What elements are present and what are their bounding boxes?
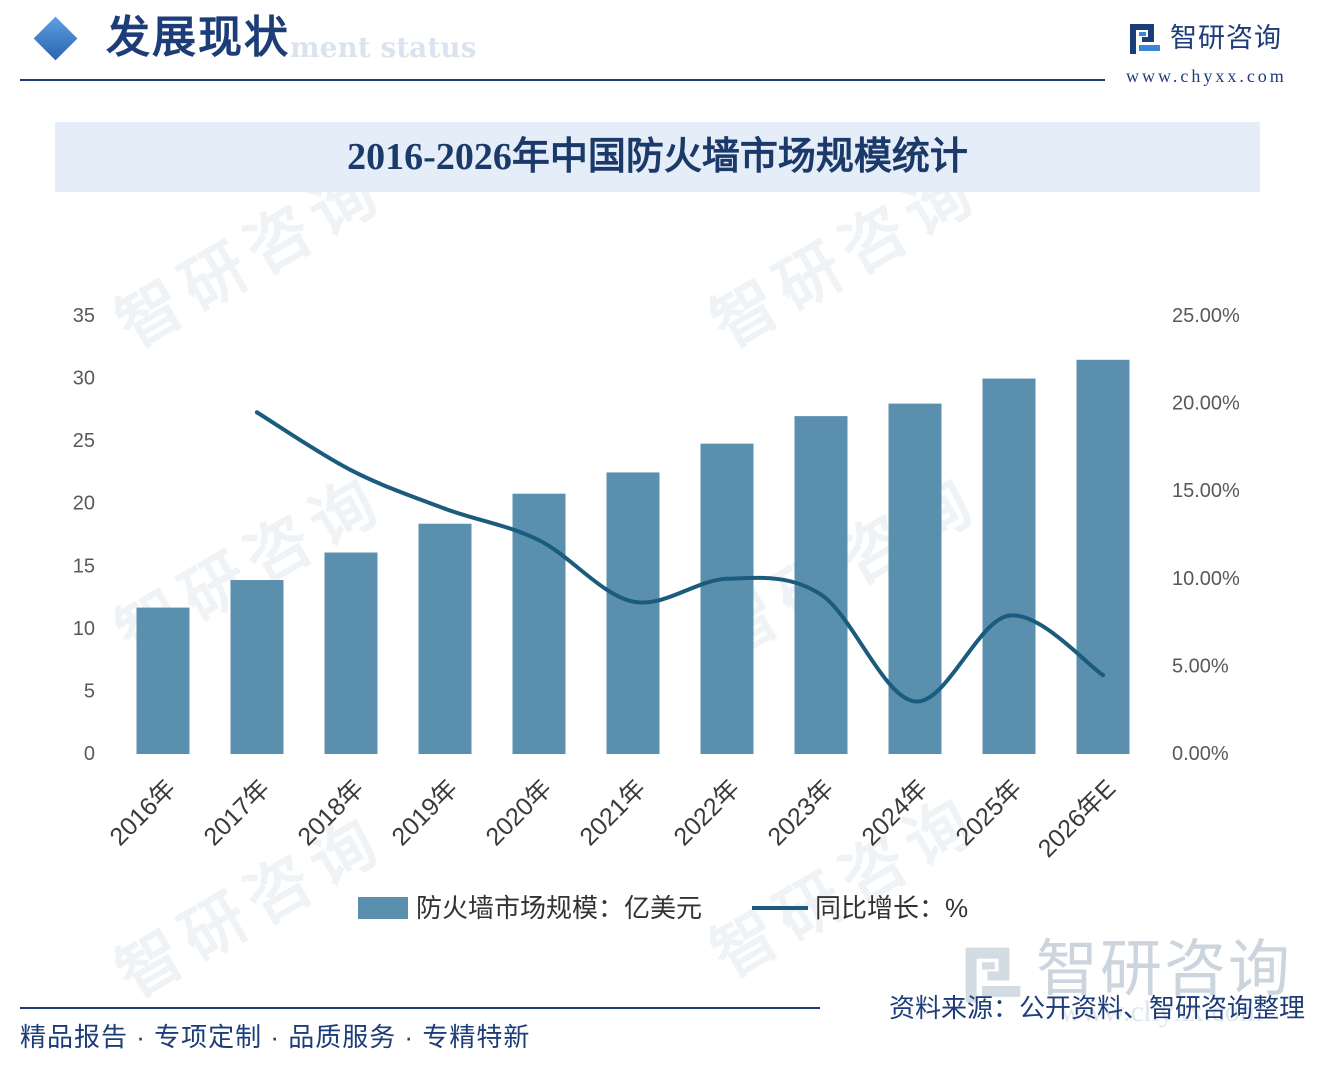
market-size-bar <box>606 472 660 754</box>
left-axis-tick-label: 30 <box>73 368 95 390</box>
legend-line-swatch <box>752 906 808 910</box>
brand-url: www.chyxx.com <box>1126 66 1287 86</box>
right-axis-tick-label: 15.00% <box>1172 480 1240 502</box>
footer-divider <box>20 1007 820 1009</box>
market-size-bar <box>324 552 378 754</box>
left-axis-tick-label: 20 <box>73 493 95 515</box>
left-axis-tick-label: 0 <box>84 743 95 765</box>
market-size-bar <box>1076 359 1130 754</box>
watermark-url: www.chyxx.com <box>1060 995 1264 1028</box>
right-axis-tick-label: 10.00% <box>1172 568 1240 590</box>
growth-rate-point <box>255 410 259 415</box>
chart-title: 2016-2026年中国防火墙市场规模统计 <box>347 136 968 178</box>
chart-title-banner: 2016-2026年中国防火墙市场规模统计 <box>55 122 1260 192</box>
section-title: 发展现状 <box>106 13 290 62</box>
diamond-icon <box>33 16 78 61</box>
x-axis-category-label: 2026年E <box>1033 774 1122 863</box>
legend-bar-label: 防火墙市场规模：亿美元 <box>416 893 703 923</box>
growth-rate-point <box>913 699 917 704</box>
growth-rate-point <box>725 576 729 581</box>
data-source-note: 资料来源：公开资料、智研咨询整理 <box>888 993 1305 1023</box>
growth-rate-point <box>443 506 447 511</box>
market-size-bar <box>418 523 472 754</box>
left-axis-tick-label: 15 <box>73 555 95 577</box>
growth-rate-point <box>537 538 541 543</box>
left-axis-tick-label: 10 <box>73 618 95 640</box>
growth-rate-point <box>1007 613 1011 618</box>
left-axis-tick-label: 5 <box>84 680 95 702</box>
footer-slogan: 精品报告 · 专项定制 · 品质服务 · 专精特新 <box>20 1022 531 1052</box>
x-axis-category-label: 2022年 <box>668 774 745 851</box>
x-axis-category-label: 2016年 <box>104 774 181 851</box>
watermark-text: 智研咨询 <box>699 781 992 992</box>
x-axis-category-label: 2020年 <box>480 774 557 851</box>
market-size-bar <box>982 378 1036 754</box>
right-axis-tick-label: 25.00% <box>1172 305 1240 327</box>
section-subtitle: ment status <box>290 31 477 64</box>
left-axis-tick-label: 35 <box>73 305 95 327</box>
market-size-bar <box>888 403 942 754</box>
watermark-text: 智研咨询 <box>699 461 992 672</box>
watermark-text: 智研咨询 <box>104 461 397 672</box>
legend-line-label: 同比增长：% <box>815 893 969 923</box>
right-axis-tick-label: 5.00% <box>1172 655 1229 677</box>
growth-rate-line <box>255 410 1105 704</box>
watermark-brand: 智研咨询 <box>1036 935 1293 1004</box>
right-axis-tick-label: 0.00% <box>1172 743 1229 765</box>
left-axis-tick-label: 25 <box>73 430 95 452</box>
x-axis-category-label: 2019年 <box>386 774 463 851</box>
x-axis-category-label: 2021年 <box>574 774 651 851</box>
watermark-logo-icon <box>965 947 1021 1003</box>
right-axis-tick-label: 20.00% <box>1172 393 1240 415</box>
x-axis-category-label: 2023年 <box>762 774 839 851</box>
legend-bar-swatch <box>358 897 408 919</box>
growth-rate-point <box>1101 673 1105 678</box>
chyxx-logo-icon <box>1130 24 1160 54</box>
watermark-text: 智研咨询 <box>104 801 397 1012</box>
growth-rate-point <box>631 599 635 604</box>
x-axis-category-label: 2017年 <box>198 774 275 851</box>
header-divider <box>20 79 1105 81</box>
market-size-bar <box>512 493 566 754</box>
brand-name: 智研咨询 <box>1170 23 1282 53</box>
